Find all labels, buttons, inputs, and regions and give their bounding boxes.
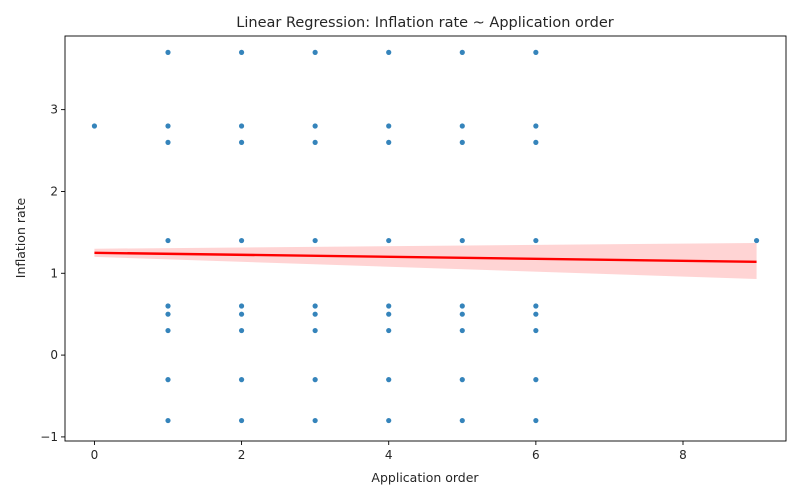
y-tick-label: 1 — [50, 266, 58, 280]
scatter-point — [533, 311, 539, 317]
scatter-point — [238, 311, 245, 317]
scatter-point — [165, 49, 171, 55]
scatter-point — [459, 123, 465, 129]
x-tick-label: 4 — [385, 448, 393, 462]
scatter-point — [753, 237, 760, 244]
scatter-point — [386, 311, 392, 317]
scatter-point — [533, 303, 539, 309]
x-tick-label: 2 — [238, 448, 246, 462]
scatter-point — [459, 237, 465, 244]
scatter-point — [386, 303, 392, 309]
scatter-point — [312, 417, 318, 424]
scatter-point — [238, 327, 245, 334]
y-tick-label: 3 — [50, 103, 58, 117]
scatter-point — [386, 327, 392, 334]
scatter-point — [459, 417, 465, 424]
scatter-point — [312, 139, 318, 145]
scatter-point — [533, 139, 539, 145]
scatter-point — [533, 237, 539, 244]
axes-frame — [64, 35, 787, 442]
x-tick-label: 0 — [91, 448, 99, 462]
scatter-point — [165, 311, 171, 317]
scatter-point — [459, 327, 465, 334]
scatter-point — [386, 237, 392, 244]
y-tick-label: 2 — [50, 184, 58, 198]
scatter-point — [386, 49, 392, 55]
y-axis-ticks: −1 0 1 2 3 — [40, 103, 65, 444]
scatter-point — [165, 303, 171, 309]
scatter-point — [459, 303, 465, 309]
scatter-point — [533, 123, 539, 129]
scatter-point — [459, 311, 465, 317]
y-tick-label: 0 — [50, 348, 58, 362]
scatter-point — [533, 377, 539, 383]
scatter-point — [386, 417, 392, 424]
scatter-point — [312, 311, 318, 317]
scatter-point — [165, 417, 171, 424]
scatter-point — [312, 49, 318, 55]
scatter-point — [312, 303, 318, 309]
x-axis-ticks: 0 2 4 6 8 — [91, 441, 687, 462]
scatter-point — [165, 377, 171, 383]
scatter-point — [165, 139, 171, 145]
scatter-point — [238, 417, 245, 424]
scatter-point — [238, 123, 245, 129]
scatter-point — [165, 237, 171, 244]
x-axis-label: Application order — [371, 470, 479, 485]
scatter-point — [386, 377, 392, 383]
x-tick-label: 8 — [679, 448, 687, 462]
scatter-point — [238, 303, 245, 309]
scatter-point — [312, 237, 318, 244]
y-axis-label: Inflation rate — [13, 197, 28, 278]
confidence-band-layer — [94, 243, 757, 279]
scatter-point — [533, 49, 539, 55]
scatter-point — [238, 377, 245, 383]
scatter-point — [533, 327, 539, 334]
scatter-point — [91, 123, 98, 129]
scatter-point — [312, 327, 318, 334]
x-tick-label: 6 — [532, 448, 540, 462]
confidence-band — [94, 243, 757, 279]
regression-line — [94, 251, 757, 264]
scatter-point — [165, 123, 171, 129]
scatter-point — [238, 139, 245, 145]
scatter-point — [386, 123, 392, 129]
scatter-point — [165, 327, 171, 334]
scatter-point — [386, 139, 392, 145]
y-tick-label: −1 — [40, 430, 58, 444]
regression-line-layer — [94, 251, 757, 264]
chart-title: Linear Regression: Inflation rate ~ Appl… — [236, 15, 613, 31]
scatter-point — [238, 49, 245, 55]
scatter-point — [533, 417, 539, 424]
scatter-point — [459, 49, 465, 55]
scatter-points-layer — [91, 49, 760, 424]
scatter-point — [238, 237, 245, 244]
scatter-point — [459, 139, 465, 145]
scatter-point — [312, 377, 318, 383]
scatter-point — [459, 377, 465, 383]
scatter-point — [312, 123, 318, 129]
